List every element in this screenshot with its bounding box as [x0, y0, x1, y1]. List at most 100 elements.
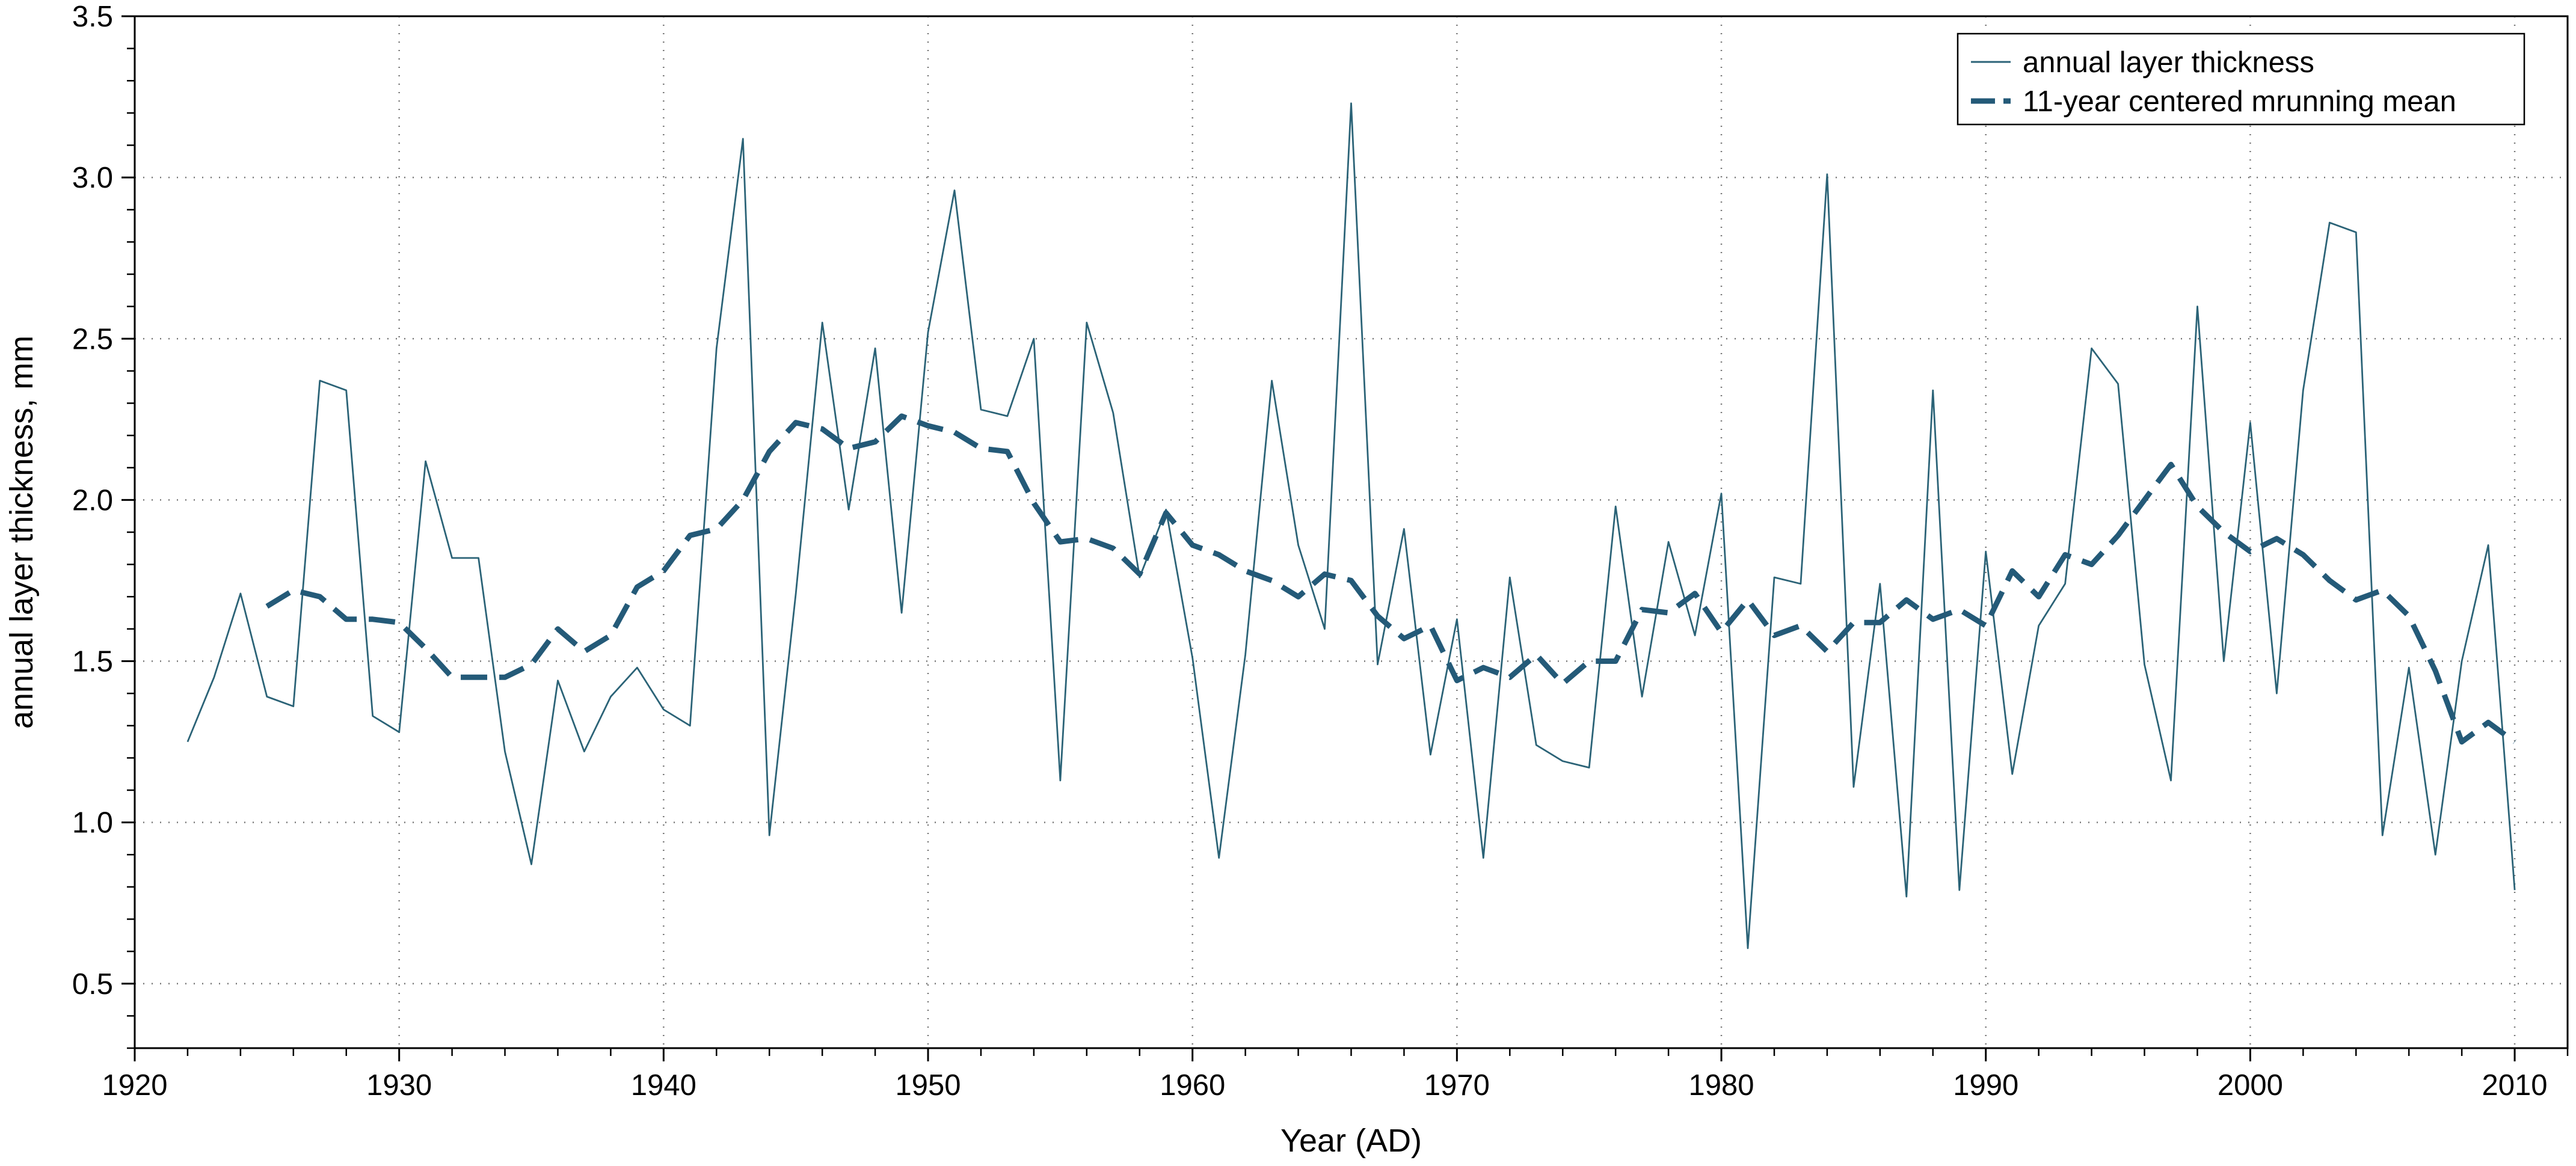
data-point: [1642, 609, 1643, 610]
data-point: [2197, 306, 2198, 307]
data-point: [1086, 322, 1087, 323]
y-tick-label: 0.5: [72, 968, 113, 1001]
data-point: [2382, 590, 2383, 591]
data-point: [1589, 767, 1590, 768]
data-point: [1615, 506, 1616, 507]
data-point: [1536, 654, 1537, 655]
y-tick-label: 1.0: [72, 807, 113, 839]
data-point: [1430, 625, 1431, 626]
data-point: [1985, 625, 1986, 626]
grid-lines: [135, 16, 2568, 1048]
data-point: [2303, 390, 2304, 391]
data-point: [2276, 538, 2277, 539]
data-point: [2197, 506, 2198, 507]
data-point: [531, 864, 532, 865]
y-tick-label: 2.0: [72, 484, 113, 517]
data-point: [928, 332, 929, 333]
data-point: [1932, 390, 1933, 391]
legend-label-annual-thickness: annual layer thickness: [2023, 46, 2314, 79]
data-point: [2250, 422, 2251, 423]
x-axis-label: Year (AD): [1280, 1123, 1422, 1159]
data-point: [1721, 632, 1722, 633]
series-layer: [186, 102, 2516, 950]
data-point: [875, 348, 876, 349]
data-point: [2091, 564, 2092, 565]
data-point: [610, 635, 611, 636]
x-tick-label: 1990: [1953, 1069, 2018, 1102]
data-point: [1774, 577, 1775, 578]
data-point: [1271, 580, 1272, 581]
data-point: [425, 461, 426, 462]
x-tick-label: 2000: [2218, 1069, 2283, 1102]
data-point: [240, 593, 241, 594]
series-annual-layer-thickness: [186, 102, 2516, 950]
data-point: [1086, 538, 1087, 539]
data-point: [187, 741, 188, 742]
data-point: [1774, 635, 1775, 636]
plot-frame: [134, 15, 2569, 1049]
data-point: [293, 706, 294, 707]
data-point: [716, 348, 717, 349]
data-point: [981, 448, 982, 449]
y-axis: 0.5 1.0 1.5 2.0 2.5 3.0 3.5: [72, 1, 135, 1049]
x-tick-label: 1940: [631, 1069, 696, 1102]
data-point: [2435, 670, 2436, 671]
data-point: [2276, 693, 2277, 694]
data-point: [266, 606, 267, 607]
data-point: [1245, 654, 1246, 655]
data-point: [2488, 722, 2489, 723]
data-point: [1800, 625, 1801, 626]
x-tick-label: 1930: [366, 1069, 432, 1102]
data-point: [822, 322, 823, 323]
data-point: [584, 751, 585, 752]
data-point: [2038, 625, 2039, 626]
data-point: [2329, 222, 2330, 223]
legend-label-running-mean: 11-year centered mrunning mean: [2023, 85, 2456, 118]
x-axis: 1920 1930 1940 1950 1960 1970 1980 1990 2000 2010: [102, 1048, 2569, 1102]
data-point: [293, 590, 294, 591]
x-tick-label: 2010: [2482, 1069, 2548, 1102]
data-point: [2091, 348, 2092, 349]
y-tick-label: 3.5: [72, 1, 113, 33]
series-running-mean: [265, 413, 2516, 745]
x-tick-label: 1960: [1160, 1069, 1225, 1102]
data-point: [478, 677, 479, 678]
data-point: [769, 451, 770, 452]
data-point: [1800, 583, 1801, 584]
data-point: [663, 709, 664, 710]
data-point: [1536, 744, 1537, 745]
data-point: [266, 696, 267, 697]
data-point: [1985, 551, 1986, 552]
legend: annual layer thickness 11-year centered …: [1957, 32, 2525, 126]
data-point: [637, 667, 638, 668]
data-point: [2250, 551, 2251, 552]
data-point: [1139, 577, 1140, 578]
x-tick-label: 1970: [1424, 1069, 1490, 1102]
x-tick-label: 1980: [1689, 1069, 1754, 1102]
data-point: [584, 651, 585, 652]
data-point: [1959, 890, 1960, 891]
data-point: [1324, 628, 1325, 629]
data-point: [637, 587, 638, 588]
data-point: [875, 441, 876, 442]
y-tick-label: 1.5: [72, 646, 113, 678]
data-point: [1721, 493, 1722, 494]
x-tick-label: 1920: [102, 1069, 167, 1102]
y-tick-label: 3.0: [72, 162, 113, 194]
data-point: [1959, 609, 1960, 610]
y-tick-label: 2.5: [72, 323, 113, 355]
data-point: [769, 835, 770, 836]
data-point: [1483, 667, 1484, 668]
data-point: [610, 696, 611, 697]
y-axis-label: annual layer thickness, mm: [4, 336, 40, 729]
data-point: [2303, 554, 2304, 555]
data-point: [1853, 622, 1854, 623]
data-point: [2329, 580, 2330, 581]
data-point: [954, 190, 955, 191]
data-point: [1642, 696, 1643, 697]
data-point: [478, 557, 479, 558]
data-point: [425, 648, 426, 649]
legend-box: [1957, 32, 2525, 126]
data-point: [2382, 835, 2383, 836]
